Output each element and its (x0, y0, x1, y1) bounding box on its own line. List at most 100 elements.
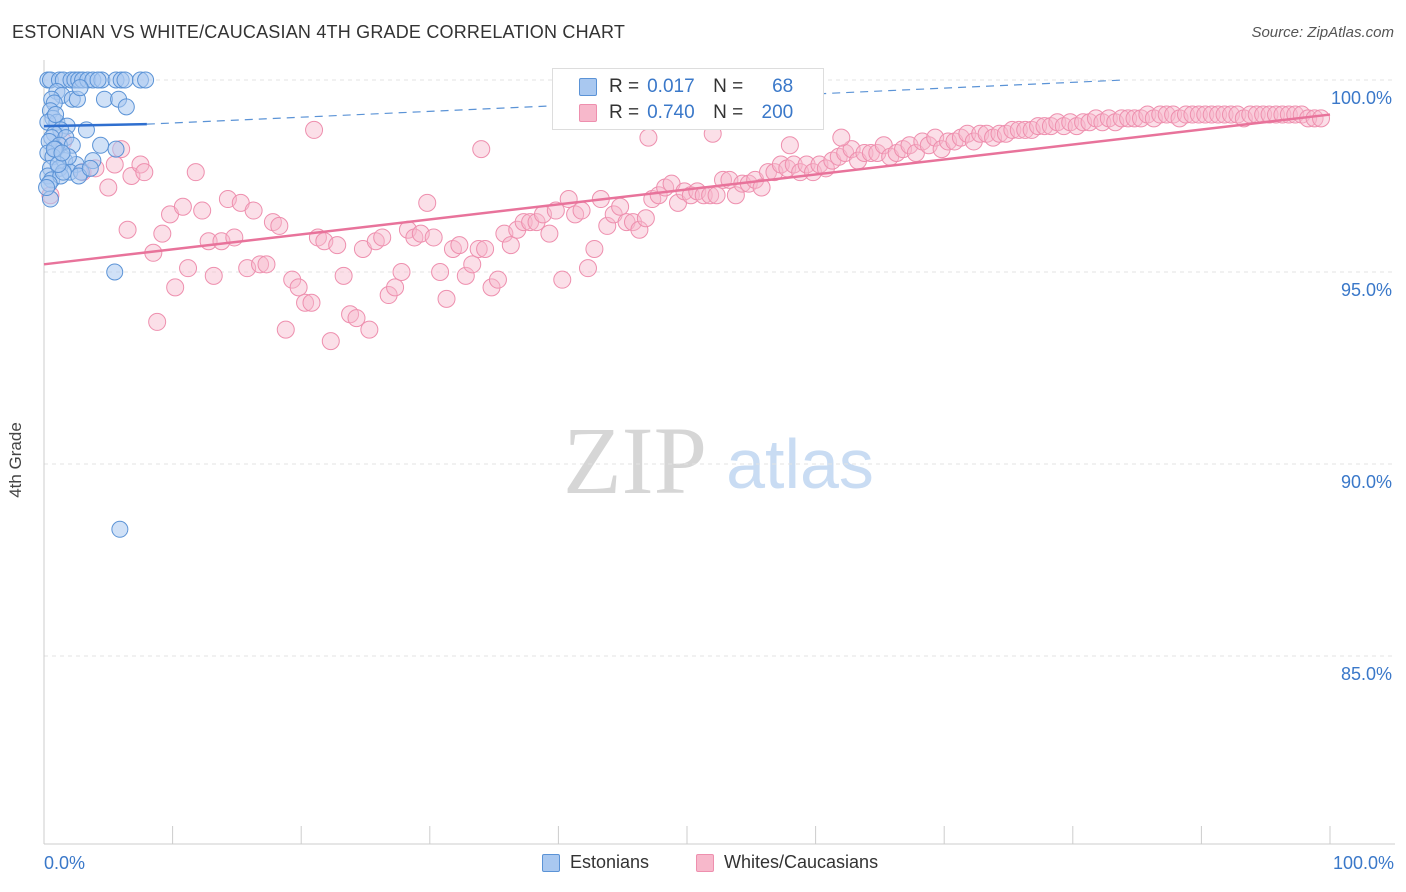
y-tick-label: 95.0% (1341, 280, 1392, 300)
r-label: R = (609, 76, 640, 97)
whites-point (1119, 109, 1138, 128)
y-tick-label: 85.0% (1341, 664, 1392, 684)
whites-point (1176, 105, 1195, 124)
whites-point (360, 320, 379, 339)
whites-point (780, 136, 799, 155)
whites-point (302, 293, 321, 312)
whites-point (135, 163, 154, 182)
whites-point (598, 216, 617, 235)
whites-point (578, 259, 597, 278)
estonians-point (137, 71, 155, 89)
whites-point (832, 128, 851, 147)
whites-point (630, 220, 649, 239)
legend-row-whites: R = 0.740 N = 200 (553, 100, 793, 126)
whites-point (1029, 117, 1048, 136)
whites-point (1215, 105, 1234, 124)
whites-point (469, 239, 488, 258)
whites-point (379, 286, 398, 305)
whites-point (611, 197, 630, 216)
whites-point (456, 266, 475, 285)
whites-point (855, 143, 874, 162)
whites-legend-label: Whites/Caucasians (724, 852, 879, 872)
estonians-point (47, 106, 65, 124)
whites-point (707, 186, 726, 205)
whites-point (553, 270, 572, 289)
whites-point (193, 201, 212, 220)
whites-point (118, 220, 137, 239)
bottom-legend-estonians: Estonians (542, 852, 649, 873)
whites-point (784, 155, 803, 174)
whites-point (373, 228, 392, 247)
whites-point (179, 259, 198, 278)
y-tick-label: 90.0% (1341, 472, 1392, 492)
whites-point (153, 224, 172, 243)
whites-point (482, 278, 501, 297)
whites-legend-swatch (696, 853, 714, 872)
whites-point (431, 263, 450, 281)
y-tick-label: 100.0% (1331, 88, 1392, 108)
estonians-point (89, 71, 107, 89)
whites-point (463, 255, 482, 274)
whites-point (328, 236, 347, 255)
whites-point (1260, 105, 1279, 124)
x-tick-label: 0.0% (44, 853, 85, 873)
whites-point (476, 239, 495, 258)
n-label: N = (713, 76, 744, 97)
whites-point (649, 186, 668, 205)
whites-point (488, 270, 507, 289)
whites-point (296, 293, 315, 312)
whites-point (305, 120, 324, 139)
whites-point (148, 312, 167, 331)
watermark-zip: ZIP (563, 407, 707, 514)
whites-trendline (43, 113, 1331, 266)
estonians-point (117, 98, 135, 116)
whites-point (1196, 105, 1215, 124)
whites-point (347, 309, 366, 328)
estonians-trendline-extension (146, 79, 1125, 125)
estonians-point (71, 79, 89, 97)
whites-point (105, 155, 124, 174)
whites-point (501, 236, 520, 255)
estonians-point (106, 263, 124, 281)
whites-point (386, 278, 405, 297)
whites-point (1202, 105, 1221, 124)
n-value: 68 (772, 76, 794, 97)
estonians-swatch (579, 78, 597, 96)
estonians-point (38, 179, 56, 197)
whites-point (418, 193, 437, 212)
whites-point (1266, 105, 1285, 124)
whites-point (334, 266, 353, 285)
estonians-point (116, 71, 134, 89)
whites-point (472, 140, 491, 159)
x-tick-label: 100.0% (1333, 853, 1394, 873)
whites-point (1209, 105, 1228, 124)
whites-point (636, 209, 655, 228)
whites-point (437, 289, 456, 308)
whites-point (166, 278, 185, 297)
whites-point (244, 201, 263, 220)
whites-point (257, 255, 276, 274)
whites-point (204, 266, 223, 285)
r-value: 0.740 (647, 102, 695, 123)
whites-point (173, 197, 192, 216)
bottom-legend-whites: Whites/Caucasians (696, 852, 878, 873)
whites-point (321, 332, 340, 351)
whites-point (1311, 109, 1330, 128)
whites-point (958, 124, 977, 143)
whites-point (276, 320, 295, 339)
chart-title: ESTONIAN VS WHITE/CAUCASIAN 4TH GRADE CO… (12, 22, 626, 42)
legend-row-estonians: R = 0.017 N = 68 (553, 74, 793, 100)
estonians-legend-swatch (542, 853, 560, 872)
whites-point (797, 155, 816, 174)
whites-point (752, 178, 771, 197)
whites-point (251, 255, 270, 274)
whites-point (540, 224, 559, 243)
whites-point (1183, 105, 1202, 124)
estonians-point (81, 159, 99, 177)
estonians-point (53, 144, 71, 162)
n-value: 200 (761, 102, 794, 123)
stats-legend: R = 0.017 N = 68 R = 0.740 N = 200 (552, 68, 824, 130)
n-label: N = (713, 102, 744, 123)
whites-point (1112, 109, 1131, 128)
